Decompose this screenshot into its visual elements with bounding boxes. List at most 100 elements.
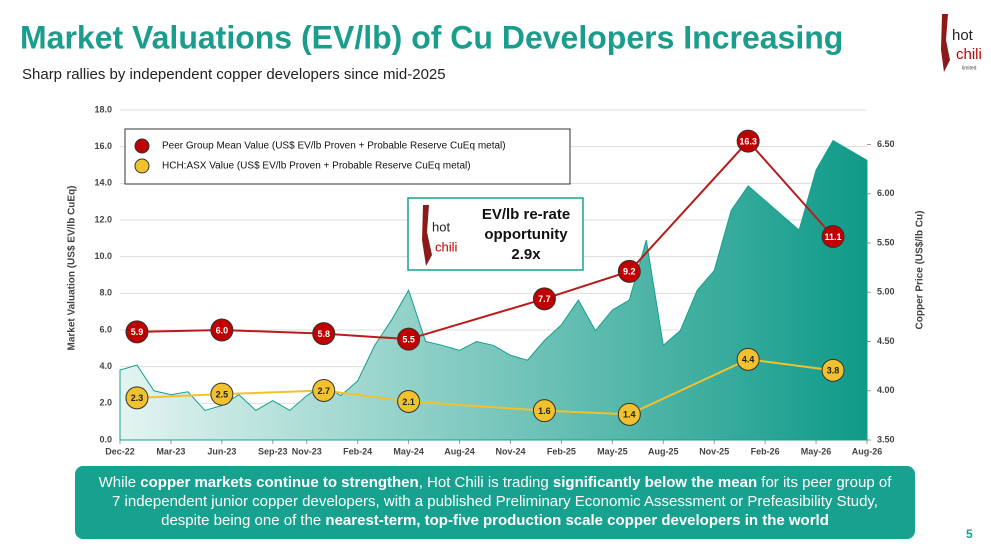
y-tick-label: 4.0	[99, 361, 112, 371]
x-tick-label: Sep-23	[258, 446, 288, 456]
data-point	[312, 379, 336, 402]
x-tick-label: May-26	[801, 446, 832, 456]
title: Market Valuations (EV/lb) of Cu Develope…	[20, 19, 843, 55]
data-label: 5.9	[131, 327, 144, 337]
data-label: 5.5	[402, 335, 415, 345]
y2-tick-label: 4.50	[877, 336, 895, 346]
y2-tick-label: 6.50	[877, 139, 895, 149]
y-tick-label: 0.0	[99, 434, 112, 444]
x-tick-label: Feb-25	[547, 446, 576, 456]
data-label: 2.7	[317, 386, 330, 396]
footer-segment: significantly below the mean	[552, 474, 758, 491]
data-label: 1.6	[538, 406, 551, 416]
footer-segment: nearest-term, top-five production scale …	[325, 512, 829, 529]
data-point	[125, 386, 149, 410]
callout: hot chili EV/lb re-rate opportunity 2.9x	[407, 197, 584, 271]
x-tick-label: Dec-22	[105, 446, 135, 456]
logo-text: chili	[956, 46, 982, 63]
y-tick-label: 18.0	[94, 104, 112, 114]
x-tick-label: Aug-24	[444, 446, 475, 456]
x-tick-label: Feb-26	[751, 446, 780, 456]
data-point	[210, 318, 234, 342]
x-tick-label: Feb-24	[343, 446, 372, 456]
footer-note: While copper markets continue to strengt…	[75, 466, 915, 539]
data-point	[397, 327, 421, 351]
y2-tick-label: 3.50	[877, 434, 895, 444]
callout-text: 2.9x	[511, 246, 541, 263]
y2-tick-label: 5.00	[877, 287, 895, 297]
callout-logo-text: hot	[432, 219, 450, 234]
y2-axis-label: Copper Price (US$/lb Cu)	[915, 211, 926, 330]
x-tick-label: Nov-23	[292, 446, 322, 456]
logo-text: hot	[952, 27, 974, 44]
data-point	[617, 259, 641, 283]
legend-label: Peer Group Mean Value (US$ EV/lb Proven …	[162, 141, 506, 152]
data-label: 4.4	[742, 355, 755, 365]
x-tick-label: Mar-23	[156, 446, 185, 456]
data-label: 2.5	[216, 390, 229, 400]
footer-segment: While	[98, 474, 141, 491]
data-point	[312, 322, 336, 346]
legend-box	[124, 128, 571, 185]
footer-segment: , Hot Chili is trading	[418, 474, 553, 491]
y2-tick-label: 4.00	[877, 385, 895, 395]
y-tick-label: 16.0	[94, 141, 112, 151]
y-axis-label: Market Valuation (US$ EV/lb CuEq)	[67, 185, 78, 350]
data-label: 6.0	[216, 325, 229, 335]
x-tick-label: Nov-25	[699, 446, 729, 456]
x-tick-label: Nov-24	[495, 446, 525, 456]
data-point	[397, 390, 421, 413]
data-label: 7.7	[538, 294, 551, 304]
data-point	[532, 399, 556, 423]
x-tick-label: Aug-25	[648, 446, 679, 456]
data-label: 2.1	[402, 397, 415, 407]
callout-logo-text: chili	[435, 239, 458, 254]
legend: Peer Group Mean Value (US$ EV/lb Proven …	[124, 128, 571, 185]
y-tick-label: 12.0	[94, 214, 112, 224]
data-label: 2.3	[131, 393, 144, 403]
callout-logo	[422, 205, 432, 266]
legend-marker	[134, 138, 150, 154]
callout-text: opportunity	[484, 226, 568, 243]
series-line	[136, 139, 834, 341]
data-point	[210, 382, 234, 406]
data-point	[617, 402, 641, 426]
data-label: 9.2	[623, 267, 636, 277]
data-point	[532, 287, 556, 311]
legend-label: HCH:ASX Value (US$ EV/lb Proven + Probab…	[162, 161, 471, 172]
x-tick-label: Aug-26	[852, 446, 883, 456]
data-point	[736, 347, 760, 371]
data-label: 3.8	[827, 366, 840, 376]
logo: hot chili limited	[941, 14, 982, 72]
data-point	[821, 225, 845, 248]
subtitle: Sharp rallies by independent copper deve…	[22, 66, 446, 83]
y-tick-label: 8.0	[99, 288, 112, 298]
page-number: 5	[966, 527, 973, 541]
footer-segment: for its peer group of 7 independent juni…	[112, 474, 892, 529]
y2-tick-label: 6.00	[877, 188, 895, 198]
legend-marker	[134, 158, 150, 174]
footer-segment: copper markets continue to strengthen	[140, 474, 419, 491]
callout-box	[407, 197, 584, 271]
y-tick-label: 2.0	[99, 398, 112, 408]
data-label: 5.8	[317, 329, 330, 339]
logo-text: limited	[962, 65, 977, 71]
data-label: 11.1	[825, 232, 842, 242]
y-tick-label: 14.0	[94, 178, 112, 188]
x-tick-label: May-24	[393, 446, 424, 456]
callout-text: EV/lb re-rate	[482, 206, 570, 223]
data-label: 16.3	[739, 137, 757, 147]
y2-tick-label: 5.50	[877, 237, 895, 247]
data-point	[125, 320, 149, 344]
y-tick-label: 6.0	[99, 324, 112, 334]
data-point	[821, 358, 845, 382]
data-label: 1.4	[623, 410, 636, 420]
x-tick-label: Jun-23	[207, 446, 236, 456]
y-tick-label: 10.0	[94, 251, 112, 261]
copper-price-area	[119, 139, 868, 441]
data-point	[736, 129, 760, 153]
x-tick-label: May-25	[597, 446, 628, 456]
series-line	[136, 358, 834, 416]
